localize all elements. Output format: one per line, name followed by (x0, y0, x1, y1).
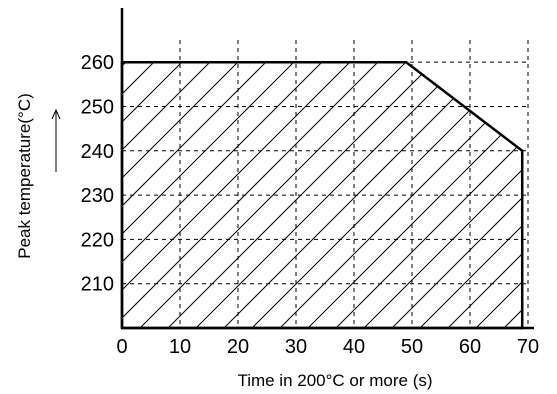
hatch-line (122, 62, 187, 328)
hatch-line (122, 62, 243, 328)
hatch-line (122, 62, 383, 328)
hatch-fill (122, 30, 557, 338)
hatch-line (409, 62, 523, 328)
hatch-line (465, 62, 523, 328)
hatch-line (122, 62, 355, 328)
x-tick-label: 20 (227, 336, 249, 358)
hatch-line (213, 62, 523, 328)
hatch-line (297, 62, 523, 328)
hatch-line (157, 62, 467, 328)
axes (120, 8, 534, 330)
arrow-head (51, 108, 61, 120)
x-tick-label: 50 (401, 336, 423, 358)
x-tick-label: 30 (285, 336, 307, 358)
y-tick-label: 240 (81, 141, 114, 163)
y-tick-label: 260 (81, 52, 114, 74)
hatch-line (269, 62, 523, 328)
hatch-line (493, 62, 523, 328)
hatch-line (353, 62, 523, 328)
x-tick-label: 40 (343, 336, 365, 358)
y-tick-label: 220 (81, 229, 114, 251)
hatch-line (122, 62, 299, 328)
y-tick-label: 210 (81, 274, 114, 296)
hatch-line (325, 62, 523, 328)
hatch-line (185, 62, 495, 328)
x-tick-label: 60 (459, 336, 481, 358)
hatch-line (437, 62, 523, 328)
hatch-line (521, 62, 523, 328)
y-axis-title: Peak temperature(°C) (15, 93, 34, 259)
hatch-line (122, 62, 271, 328)
y-tick-label: 230 (81, 185, 114, 207)
x-tick-label: 70 (517, 336, 539, 358)
hatch-line (122, 62, 215, 328)
hatch-line (381, 62, 523, 328)
x-tick-label: 10 (169, 336, 191, 358)
hatch-line (241, 62, 523, 328)
hatch-line (122, 62, 327, 328)
hatch-line (550, 30, 557, 338)
y-tick-label: 250 (81, 96, 114, 118)
x-axis-title: Time in 200°C or more (s) (237, 371, 432, 390)
tick-labels: 0 10 20 30 40 50 60 70 210 220 230 240 250 260 (81, 52, 540, 358)
hatch-line (122, 62, 411, 328)
hatch-line (129, 62, 439, 328)
x-tick-label: 0 (116, 336, 127, 358)
y-axis-arrow-icon (51, 108, 61, 172)
